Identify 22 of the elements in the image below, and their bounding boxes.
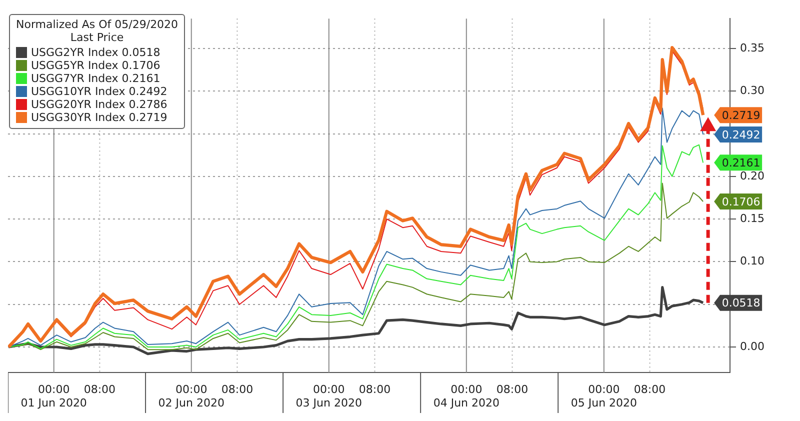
x-tick-label: 08:00 <box>84 383 116 396</box>
y-tick-label: 0.15 <box>740 212 764 225</box>
data-label: 0.1706 <box>722 195 760 208</box>
legend-label: USGG20YR Index 0.2786 <box>31 98 168 111</box>
legend-label: USGG5YR Index 0.1706 <box>31 59 160 72</box>
x-tick-label: 08:00 <box>496 383 528 396</box>
legend-label: USGG7YR Index 0.2161 <box>31 72 160 85</box>
x-tick-label: 08:00 <box>221 383 254 396</box>
y-tick-label: 0.30 <box>740 84 764 97</box>
data-label: 0.2161 <box>722 156 760 170</box>
data-label: 0.2492 <box>722 128 760 142</box>
legend-label: USGG2YR Index 0.0518 <box>31 46 160 59</box>
y-tick-label: 0.20 <box>740 169 764 182</box>
y-tick-label: 0.10 <box>740 254 764 268</box>
y-tick-label: 0.35 <box>740 41 764 54</box>
data-label: 0.2719 <box>722 108 760 122</box>
legend-label: USGG30YR Index 0.2719 <box>31 111 168 124</box>
y-tick-label: 0.00 <box>740 340 764 353</box>
x-tick-label: 08:00 <box>358 383 391 396</box>
legend-title: Normalized As Of 05/29/2020 Last Price <box>16 18 178 44</box>
data-label: 0.0518 <box>722 296 760 310</box>
legend-label: USGG10YR Index 0.2492 <box>31 85 168 98</box>
